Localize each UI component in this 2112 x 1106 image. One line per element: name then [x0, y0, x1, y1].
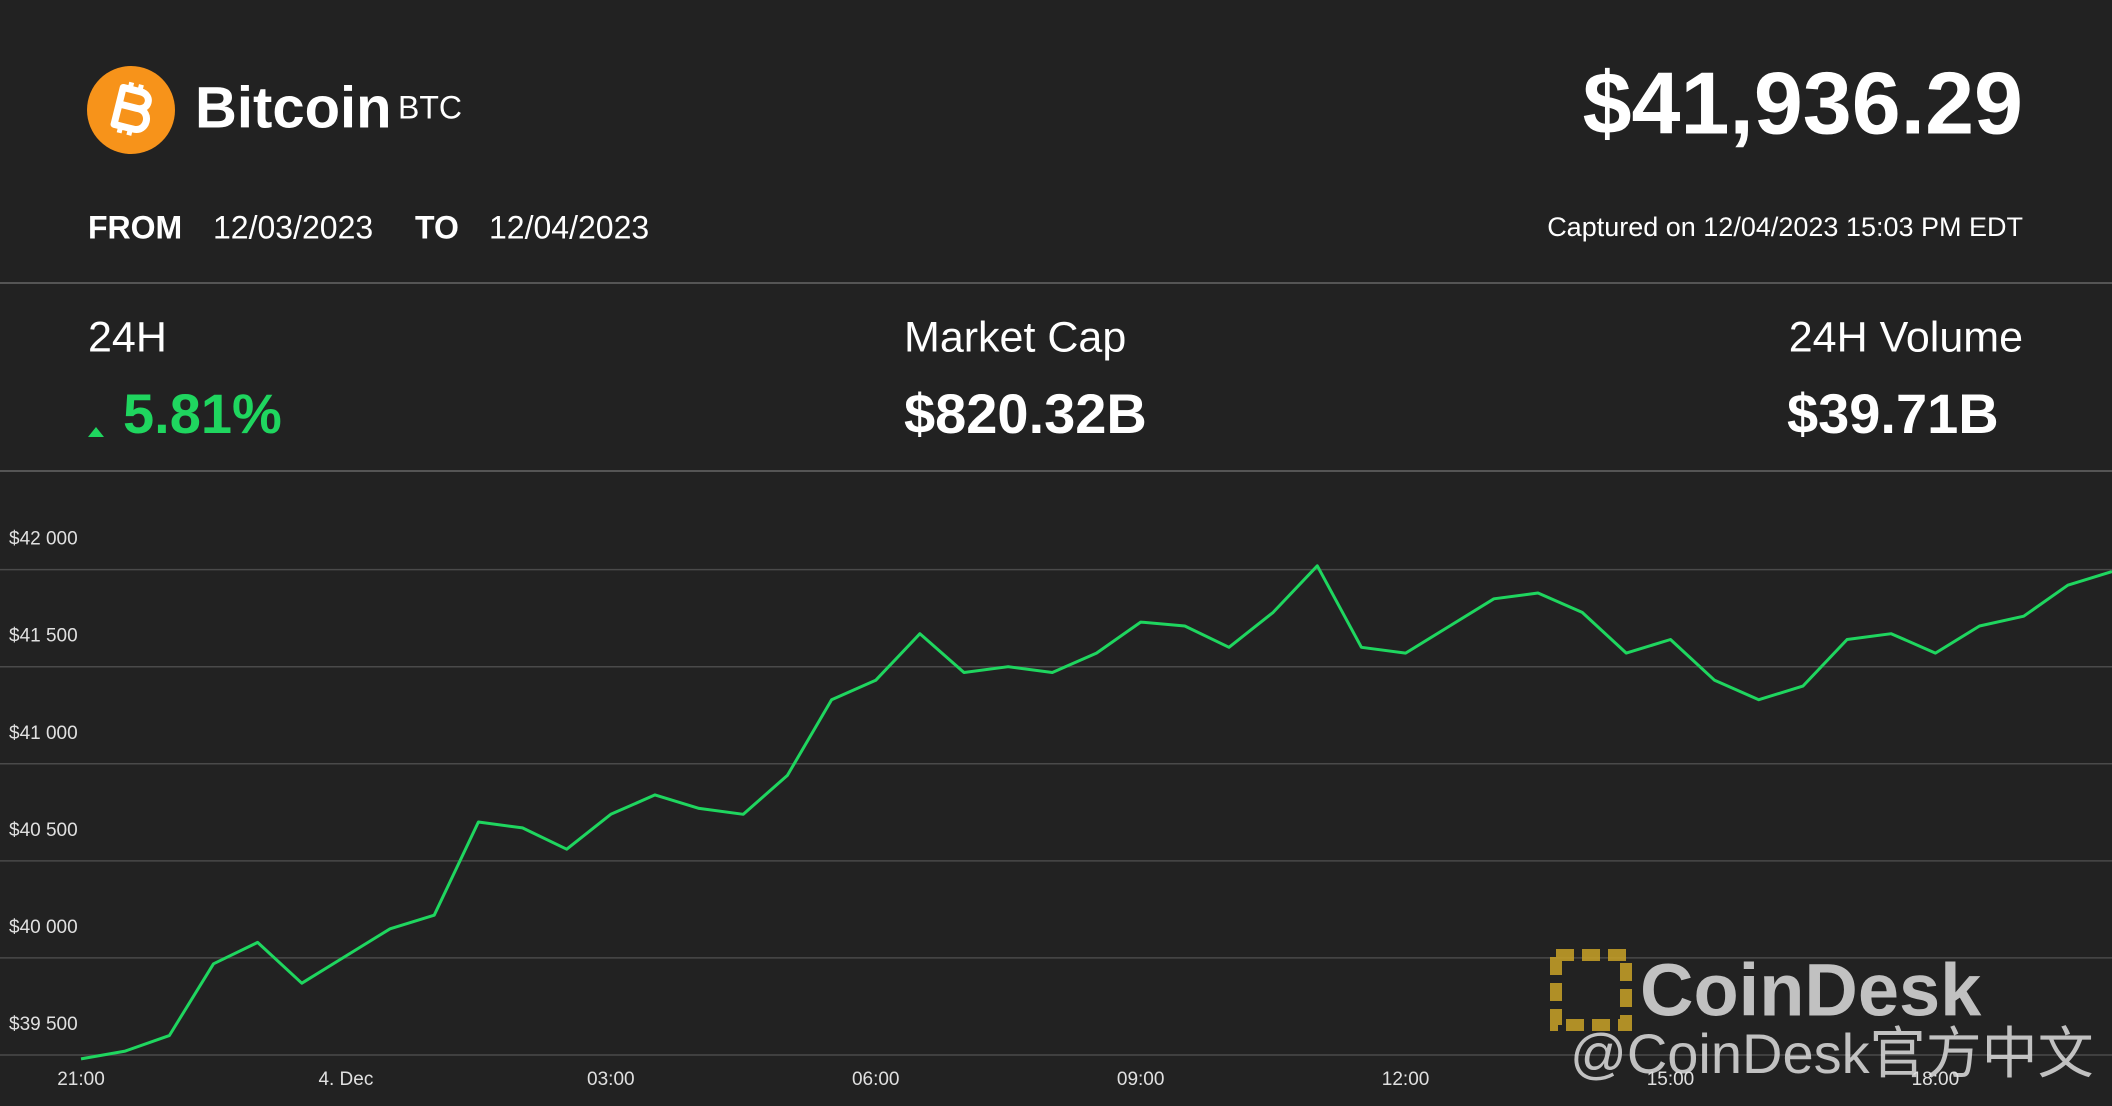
stat-label: 24H Volume — [1789, 313, 2023, 361]
bitcoin-glyph — [110, 81, 152, 136]
x-tick-label: 18:00 — [1912, 1069, 1960, 1090]
y-tick-label: $41 000 — [9, 723, 78, 744]
coin-name: Bitcoin — [195, 75, 392, 140]
y-tick-label: $40 000 — [9, 917, 78, 938]
x-tick-label: 06:00 — [852, 1069, 900, 1090]
x-tick-label: 09:00 — [1117, 1069, 1165, 1090]
stat-value: 5.81% — [123, 382, 282, 445]
x-tick-label: 15:00 — [1647, 1069, 1695, 1090]
from-label: FROM — [88, 209, 182, 245]
captured: Captured on 12/04/2023 15:03 PM EDT — [1547, 212, 2023, 242]
y-tick-label: $41 500 — [9, 626, 78, 647]
stat-label: 24H — [88, 313, 167, 361]
y-tick-label: $40 500 — [9, 820, 78, 841]
coin-symbol: BTC — [398, 89, 462, 125]
y-tick-label: $42 000 — [9, 529, 78, 550]
stat-label: Market Cap — [904, 313, 1126, 361]
price: $41,936.29 — [1583, 53, 2023, 152]
to-date: 12/04/2023 — [489, 209, 649, 245]
x-tick-label: 12:00 — [1382, 1069, 1430, 1090]
to-label: TO — [415, 209, 459, 245]
watermark-brand: CoinDesk — [1640, 949, 1982, 1032]
stat-value: $820.32B — [904, 382, 1147, 445]
x-tick-label: 03:00 — [587, 1069, 635, 1090]
stat-value: $39.71B — [1787, 382, 1999, 445]
y-tick-label: $39 500 — [9, 1014, 78, 1035]
watermark-handle: @CoinDesk官方中文 — [1570, 1022, 2094, 1085]
price-line — [80, 564, 2112, 1061]
watermark: CoinDesk @CoinDesk官方中文 — [1550, 949, 2094, 1085]
up-arrow — [88, 427, 104, 437]
chart: $39 500 $40 000 $40 500 $41 000 $41 500 $42 0… — [0, 529, 2112, 1090]
x-tick-label: 4. Dec — [318, 1069, 373, 1090]
watermark-logo — [1550, 949, 1632, 1031]
x-tick-label: 21:00 — [57, 1069, 105, 1090]
from-date: 12/03/2023 — [213, 209, 373, 245]
